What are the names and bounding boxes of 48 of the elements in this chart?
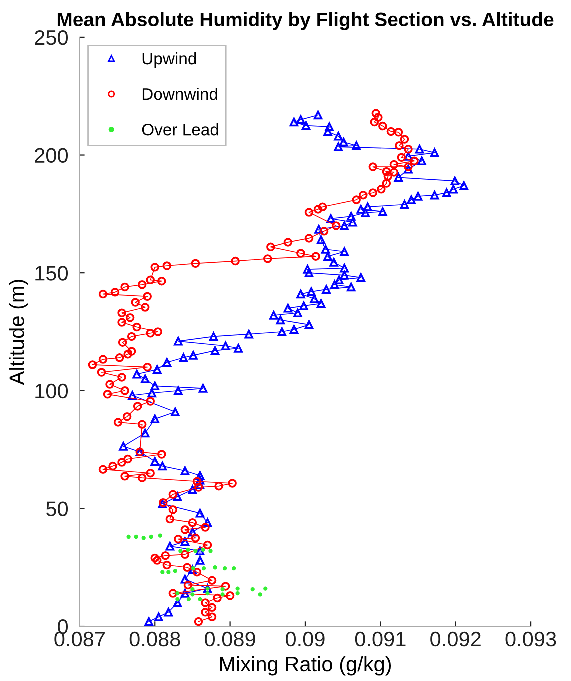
y-tick-label: 50	[46, 502, 68, 516]
point	[190, 587, 195, 592]
y-axis-title: Altitude (m)	[9, 280, 29, 386]
legend-label: Downwind	[142, 88, 218, 100]
point	[201, 548, 206, 552]
point	[258, 592, 262, 597]
point	[206, 591, 210, 596]
point	[208, 549, 213, 554]
y-tick-label: 150	[36, 266, 68, 281]
y-tick-label: 250	[35, 30, 68, 46]
point	[158, 534, 162, 538]
point	[220, 587, 225, 592]
legend-label: Upwind	[142, 52, 196, 68]
x-tick-label: 0.092	[430, 632, 481, 647]
y-tick-label: 200	[35, 148, 68, 164]
point	[232, 566, 236, 571]
y-tick-label: 100	[36, 384, 68, 399]
x-tick-label: 0.088	[130, 632, 180, 647]
point	[166, 570, 171, 574]
point	[173, 569, 178, 574]
point	[236, 591, 240, 596]
point	[142, 536, 146, 540]
point	[186, 597, 192, 602]
point	[202, 566, 206, 571]
point	[126, 534, 131, 540]
x-tick-label: 0.093	[506, 632, 556, 647]
point	[250, 587, 255, 592]
x-axis-title: Mixing Ratio (g/kg)	[220, 656, 392, 676]
point	[194, 549, 198, 554]
point	[176, 597, 180, 602]
point	[190, 592, 195, 597]
point	[264, 586, 268, 591]
x-tick-label: 0.091	[355, 632, 406, 647]
point	[198, 597, 202, 602]
point	[186, 548, 190, 552]
x-tick-label: 0.09	[286, 632, 325, 647]
point	[178, 549, 183, 554]
x-tick-label: 0.089	[205, 632, 256, 647]
point	[222, 566, 228, 571]
point	[176, 591, 180, 596]
point	[213, 566, 218, 570]
point	[236, 586, 240, 591]
point	[220, 592, 225, 597]
chart-title: Mean Absolute Humidity by Flight Section vs. Altitude	[58, 12, 554, 30]
point	[149, 534, 154, 540]
legend-label: Over Lead	[142, 124, 218, 136]
point	[134, 534, 138, 540]
point	[160, 570, 165, 574]
